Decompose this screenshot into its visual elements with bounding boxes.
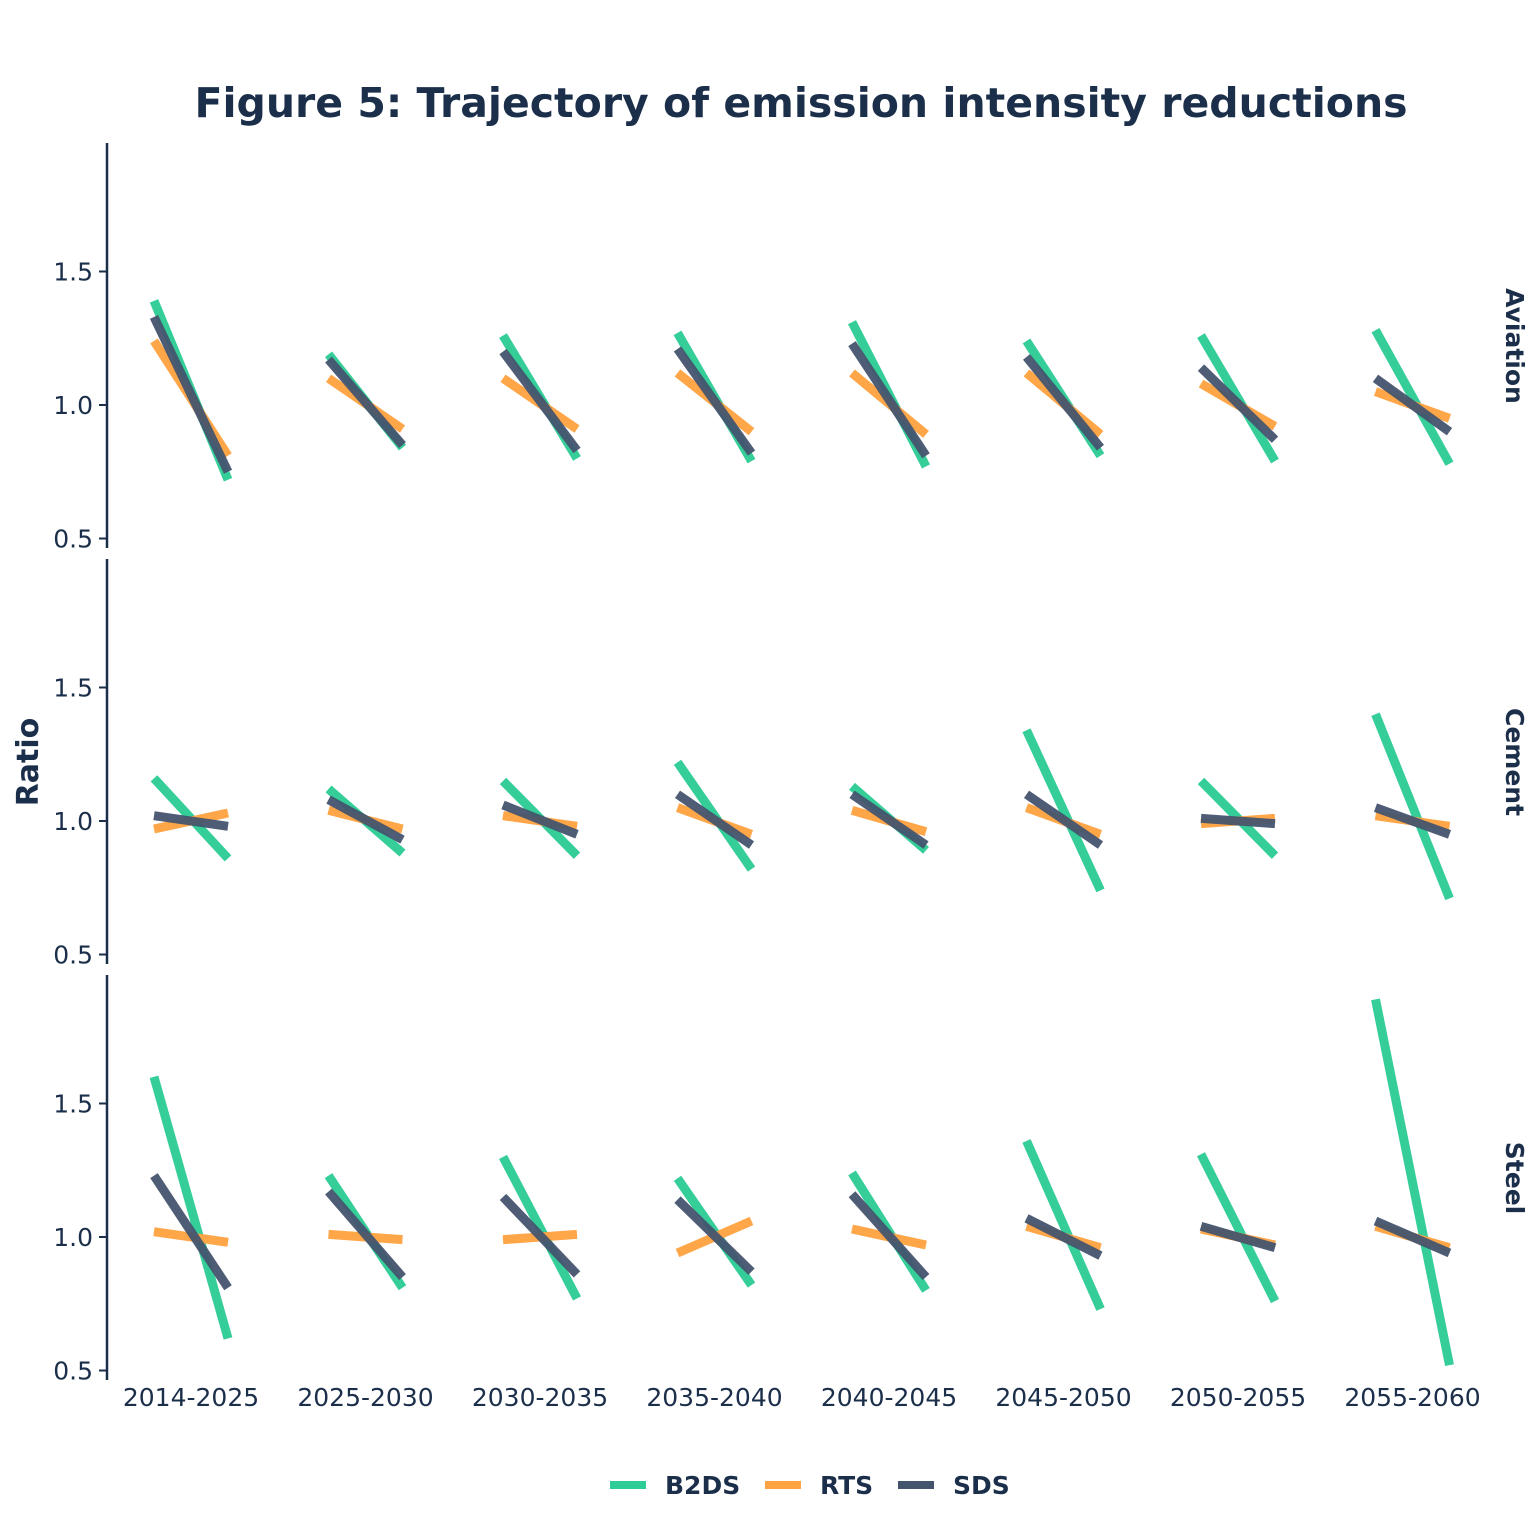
series-sds-segment: [325, 1188, 406, 1280]
x-tick-label: 2050-2055: [1170, 1383, 1306, 1412]
x-tick-label: 2045-2050: [995, 1383, 1131, 1412]
series-b2ds-segment: [1022, 728, 1105, 893]
x-tick-label: 2040-2045: [821, 1383, 957, 1412]
y-tick-label: 0.5: [53, 941, 93, 970]
legend-label-rts: RTS: [820, 1471, 873, 1500]
x-tick-label: 2035-2040: [646, 1383, 782, 1412]
facet-label: Cement: [1500, 708, 1529, 816]
series-sds-segment: [149, 314, 233, 474]
series-sds-segment: [1023, 790, 1104, 849]
series-sds-segment: [1200, 813, 1276, 829]
y-axis-label: Ratio: [11, 718, 46, 807]
series-b2ds-segment: [1196, 1152, 1280, 1304]
chart-title: Figure 5: Trajectory of emission intensi…: [194, 79, 1407, 127]
x-tick-label: 2055-2060: [1344, 1383, 1480, 1412]
series-sds-segment: [153, 811, 229, 831]
facet-label: Aviation: [1500, 288, 1529, 404]
y-tick-label: 0.5: [53, 525, 93, 554]
facet-steel: 0.5 1.0 1.5 Steel: [53, 975, 1529, 1386]
series-b2ds-segment: [1371, 998, 1454, 1367]
series-sds-segment: [1373, 803, 1452, 839]
series-sds-segment: [674, 1196, 755, 1275]
series-sds-segment: [1024, 1214, 1103, 1260]
facet-cement: 0.5 1.0 1.5 Cement: [53, 559, 1529, 970]
series-sds-segment: [848, 1191, 930, 1281]
series-sds-segment: [1023, 354, 1104, 451]
y-tick-label: 1.0: [53, 1223, 93, 1252]
y-tick-label: 1.5: [53, 1090, 93, 1119]
facet-label: Steel: [1500, 1142, 1529, 1214]
series-sds-segment: [849, 790, 929, 849]
legend-label-b2ds: B2DS: [665, 1471, 740, 1500]
y-tick-label: 1.0: [53, 807, 93, 836]
series-b2ds-segment: [1371, 712, 1454, 901]
plot-area: 0.5 1.0 1.5 Aviation 0.5 1.0 1.5 Cement 0.5 1.0 1.…: [53, 143, 1529, 1412]
series-sds-segment: [499, 348, 581, 454]
series-sds-segment: [1372, 374, 1453, 436]
x-tick-label: 2025-2030: [297, 1383, 433, 1412]
series-sds-segment: [150, 1173, 232, 1291]
series-sds-segment: [325, 356, 406, 448]
x-tick-label: 2030-2035: [472, 1383, 608, 1412]
series-sds-segment: [1199, 1221, 1277, 1253]
facet-aviation: 0.5 1.0 1.5 Aviation: [53, 143, 1529, 554]
y-tick-label: 1.5: [53, 258, 93, 287]
legend: B2DS RTS SDS: [610, 1471, 1010, 1500]
series-b2ds-segment: [1022, 1139, 1105, 1311]
series-sds-segment: [499, 1193, 581, 1278]
series-b2ds-segment: [499, 1154, 581, 1301]
series-sds-segment: [673, 346, 756, 456]
y-tick-label: 1.5: [53, 674, 93, 703]
series-sds-segment: [674, 790, 755, 849]
series-b2ds-segment: [1371, 328, 1454, 466]
y-tick-label: 0.5: [53, 1357, 93, 1386]
x-tick-label: 2014-2025: [123, 1383, 259, 1412]
y-tick-label: 1.0: [53, 391, 93, 420]
series-sds-segment: [326, 795, 405, 844]
series-b2ds-segment: [149, 1075, 233, 1340]
series-sds-segment: [848, 341, 930, 459]
series-sds-segment: [501, 800, 579, 839]
series-sds-segment: [1373, 1216, 1452, 1258]
legend-label-sds: SDS: [953, 1471, 1010, 1500]
series-sds-segment: [1197, 364, 1279, 443]
